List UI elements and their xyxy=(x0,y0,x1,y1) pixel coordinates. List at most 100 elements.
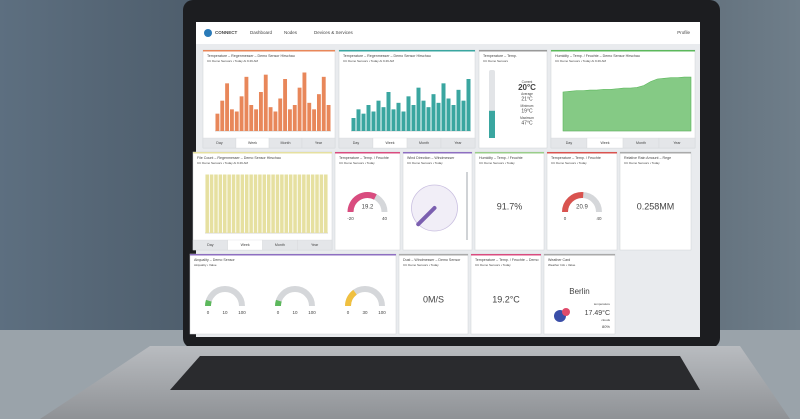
bar xyxy=(292,105,297,131)
panel-title: Temperature – Temp. xyxy=(483,54,517,58)
bar xyxy=(254,109,259,131)
tab-label[interactable]: Day xyxy=(216,141,223,145)
panel-title: Humidity – Temp. / Feuchte xyxy=(479,156,523,160)
gauge-min: 0 xyxy=(347,310,350,315)
tab-label[interactable]: Month xyxy=(419,141,429,145)
bar xyxy=(351,118,356,131)
bar xyxy=(275,174,280,233)
gauge-max: 40 xyxy=(382,216,388,221)
stat-label: Minimum xyxy=(521,104,534,108)
bar xyxy=(244,174,249,233)
tab-label[interactable]: Week xyxy=(600,141,609,145)
city: Berlin xyxy=(569,287,589,296)
tab-label[interactable]: Week xyxy=(241,243,250,247)
bar xyxy=(253,174,258,233)
tab-label[interactable]: Year xyxy=(315,141,323,145)
panel-card xyxy=(470,253,542,335)
panel-card xyxy=(546,151,618,251)
profile-link[interactable]: Profile xyxy=(677,30,690,35)
bar xyxy=(386,92,391,131)
stat-label: Maximum xyxy=(520,116,534,120)
tab-label[interactable]: Week xyxy=(248,141,257,145)
gauge-min: -20 xyxy=(347,216,354,221)
nav-link[interactable]: Nodes xyxy=(284,30,298,35)
bar xyxy=(214,174,218,233)
nav-link[interactable]: Devices & Services xyxy=(314,30,354,35)
bar xyxy=(215,113,220,131)
bar xyxy=(426,107,431,131)
bar xyxy=(436,102,441,131)
tab-label[interactable]: Week xyxy=(385,141,394,145)
nav-link[interactable]: Dashboard xyxy=(250,30,273,35)
bar xyxy=(239,96,244,131)
panel-subtitle: CC Demo Sensors • Today At 9:49 AM xyxy=(555,59,607,63)
panel-accent xyxy=(335,152,400,154)
panel-card xyxy=(398,253,469,335)
panel-subtitle: Airquality • Value xyxy=(194,263,217,267)
bar xyxy=(307,102,312,131)
bar xyxy=(441,83,446,131)
bar xyxy=(446,98,451,131)
gauge-readout: 10 xyxy=(292,310,298,315)
tab[interactable] xyxy=(297,239,333,251)
readout: 0.258MM xyxy=(637,201,675,211)
panel-subtitle: CC Demo Sensors • Today xyxy=(339,161,375,165)
bar xyxy=(258,174,262,233)
bar xyxy=(371,111,376,131)
panel: File Count – Regenmesser – Demo Sensor H… xyxy=(192,151,333,251)
nav: CONNECT Dashboard Nodes Devices & Services P… xyxy=(215,30,690,35)
panel-title: Dust – Windmesser – Demo Sensor xyxy=(403,258,461,262)
bar xyxy=(466,79,471,131)
panel-subtitle: CC Demo Sensors • Today At 9:49 AM xyxy=(343,59,395,63)
tab-label[interactable]: Day xyxy=(207,243,214,247)
bar xyxy=(263,74,268,131)
gauge-max: 100 xyxy=(308,310,316,315)
tab[interactable] xyxy=(440,137,476,149)
tab-label[interactable]: Month xyxy=(281,141,291,145)
tab-label[interactable]: Month xyxy=(275,243,285,247)
panel-title: File Count – Regenmesser – Demo Sensor H… xyxy=(197,156,281,160)
tab-label[interactable]: Year xyxy=(311,243,319,247)
tab[interactable] xyxy=(658,137,696,149)
area xyxy=(562,76,692,132)
tab-label[interactable]: Day xyxy=(353,141,360,145)
panel-title: Airquality – Demo Sensor xyxy=(194,258,236,262)
bar xyxy=(287,109,292,131)
bar xyxy=(306,174,310,233)
panel-accent xyxy=(544,254,615,256)
gauge-max: 100 xyxy=(238,310,246,315)
panel-subtitle: CC Demo Sensors xyxy=(483,59,509,63)
panel-accent xyxy=(551,50,695,52)
bar xyxy=(280,174,284,233)
tab-label[interactable]: Month xyxy=(636,141,646,145)
bar xyxy=(227,174,231,233)
panel-subtitle: CC Demo Sensors • Today At 9:49 AM xyxy=(207,59,259,63)
bar xyxy=(288,174,293,233)
gauge-value xyxy=(345,289,357,307)
bar xyxy=(231,174,236,233)
panel: Temperature – Regenmesser – Demo Sensor … xyxy=(338,49,476,149)
bar xyxy=(293,174,297,233)
bar xyxy=(391,109,396,131)
bar xyxy=(205,174,209,233)
gauge-readout: 20.9 xyxy=(576,205,588,211)
gauge-max: 100 xyxy=(378,310,386,315)
panel-title: Relative Rain Amount – Rege xyxy=(624,156,671,160)
panel-subtitle: CC Demo Sensors • Today At 9:49 AM xyxy=(197,161,249,165)
panel-title: Temperature – Regenmesser – Demo Sensor … xyxy=(343,54,431,58)
tab-label[interactable]: Day xyxy=(566,141,573,145)
bar xyxy=(223,174,227,233)
bar xyxy=(431,94,436,131)
panel-accent xyxy=(193,152,332,154)
panel-title: Humidity – Temp. / Feuchte – Demo Sensor… xyxy=(555,54,640,58)
bar xyxy=(258,92,263,131)
panel-title: Temperature – Temp. / Feuchte xyxy=(339,156,389,160)
tab-label[interactable]: Year xyxy=(454,141,462,145)
brand: CONNECT xyxy=(215,30,238,35)
tab[interactable] xyxy=(301,137,336,149)
panel-accent xyxy=(339,50,475,52)
tab-label[interactable]: Year xyxy=(673,141,681,145)
bar xyxy=(421,100,426,131)
